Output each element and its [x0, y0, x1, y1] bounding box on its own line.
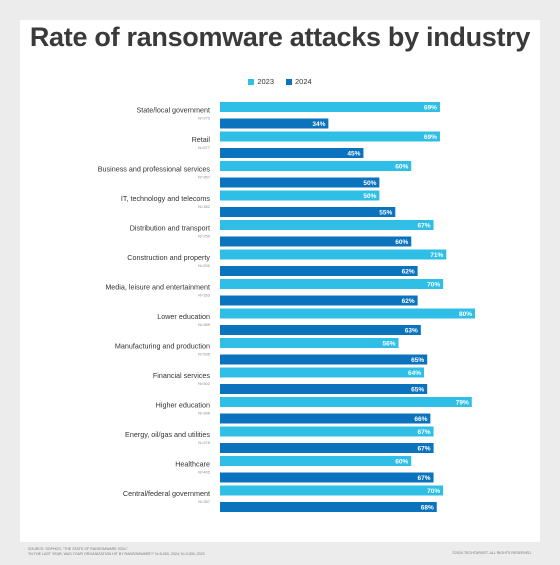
bar-2023: [220, 102, 440, 112]
data-label-2023: 64%: [408, 370, 421, 377]
bar-2023: [220, 279, 444, 289]
legend-label-2023: 2023: [257, 77, 274, 86]
sample-size-label: N=353: [198, 293, 211, 298]
category-label: Business and professional services: [98, 165, 211, 174]
sample-size-label: N=502: [198, 381, 211, 386]
bar-2023: [220, 426, 434, 437]
data-label-2024: 34%: [312, 121, 325, 128]
legend-label-2024: 2024: [295, 77, 312, 86]
data-label-2023: 69%: [424, 104, 437, 111]
data-label-2023: 67%: [418, 222, 431, 229]
bar-2023: [220, 338, 399, 348]
category-label: Financial services: [153, 371, 211, 380]
bar-2023: [220, 131, 440, 142]
sample-size-label: N=200: [198, 263, 211, 268]
bar-2024: [220, 443, 434, 453]
category-label: IT, technology and telecoms: [121, 194, 211, 203]
category-label: Retail: [192, 135, 211, 144]
data-label-2023: 60%: [395, 458, 408, 465]
bar-2023: [220, 397, 472, 407]
bar-2024: [220, 148, 364, 158]
chart-title: Rate of ransomware attacks by industry: [29, 22, 531, 52]
legend-swatch-2023: [248, 78, 255, 85]
sample-size-label: N=352: [198, 204, 211, 209]
data-label-2024: 67%: [418, 475, 431, 482]
category-label: Central/federal government: [123, 489, 210, 498]
data-label-2024: 68%: [421, 504, 434, 511]
bar-2024: [220, 207, 396, 217]
sample-size-label: N=270: [198, 116, 211, 121]
sample-size-label: N=349: [198, 411, 211, 416]
data-label-2024: 67%: [418, 445, 431, 452]
source-line-2: "IN THE LAST YEAR, WAS YOUR ORGANIZATION…: [28, 552, 205, 556]
data-label-2023: 71%: [430, 252, 443, 259]
sample-size-label: N=369: [198, 322, 211, 327]
bar-2024: [220, 384, 428, 394]
copyright: ©2024 TECHTARGET. ALL RIGHTS RESERVED.: [452, 551, 532, 555]
data-label-2024: 55%: [379, 209, 392, 216]
bar-2024: [220, 472, 434, 483]
data-label-2023: 69%: [424, 134, 437, 141]
category-label: Lower education: [157, 312, 210, 321]
data-label-2023: 79%: [456, 399, 469, 406]
bar-2023: [220, 367, 424, 378]
legend-item-2023: 2023: [248, 77, 274, 86]
bar-2023: [220, 308, 475, 319]
sample-size-label: N=250: [198, 234, 211, 239]
data-label-2023: 70%: [427, 488, 440, 495]
data-label-2024: 66%: [414, 416, 427, 423]
data-label-2024: 62%: [402, 268, 415, 275]
category-label: Higher education: [156, 401, 210, 410]
category-label: Manufacturing and production: [115, 342, 210, 351]
data-label-2024: 62%: [402, 298, 415, 305]
data-label-2023: 80%: [459, 311, 472, 318]
bar-2024: [220, 354, 428, 365]
category-label: Healthcare: [175, 460, 210, 469]
source-line-1: SOURCE: SOPHOS, "THE STATE OF RANSOMWARE…: [28, 547, 128, 551]
data-label-2024: 45%: [347, 150, 360, 157]
bar-2024: [220, 325, 421, 335]
bar-2024: [220, 118, 329, 129]
data-label-2023: 56%: [382, 340, 395, 347]
data-label-2023: 67%: [418, 429, 431, 436]
legend-item-2024: 2024: [286, 77, 312, 86]
sample-size-label: N=577: [198, 145, 211, 150]
data-label-2024: 65%: [411, 386, 424, 393]
category-label: State/local government: [136, 106, 210, 115]
category-label: Distribution and transport: [130, 224, 210, 233]
legend-swatch-2024: [286, 78, 292, 85]
data-label-2024: 60%: [395, 239, 408, 246]
bar-2024: [220, 177, 380, 188]
bar-2023: [220, 190, 380, 201]
legend: 2023 2024: [0, 77, 560, 86]
bar-2024: [220, 295, 418, 306]
bar-2023: [220, 485, 444, 496]
bar-2024: [220, 236, 412, 247]
source-note: SOURCE: SOPHOS, "THE STATE OF RANSOMWARE…: [28, 547, 205, 557]
category-label: Energy, oil/gas and utilities: [125, 430, 210, 439]
data-label-2024: 63%: [405, 327, 418, 334]
data-label-2023: 50%: [363, 193, 376, 200]
bar-2023: [220, 249, 447, 260]
sample-size-label: N=535: [198, 352, 211, 357]
bar-2024: [220, 266, 418, 276]
bar-2024: [220, 413, 431, 424]
sample-size-label: N=275: [198, 440, 211, 445]
data-label-2024: 65%: [411, 357, 424, 364]
sample-size-label: N=402: [198, 470, 211, 475]
sample-size-label: N=357: [198, 499, 211, 504]
bar-2023: [220, 456, 412, 466]
data-label-2023: 60%: [395, 163, 408, 170]
category-label: Media, leisure and entertainment: [105, 283, 210, 292]
data-label-2023: 70%: [427, 281, 440, 288]
bar-2023: [220, 161, 412, 171]
bar-2024: [220, 502, 437, 512]
sample-size-label: N=357: [198, 175, 211, 180]
data-label-2024: 50%: [363, 180, 376, 187]
category-label: Construction and property: [127, 253, 210, 262]
bar-2023: [220, 220, 434, 230]
